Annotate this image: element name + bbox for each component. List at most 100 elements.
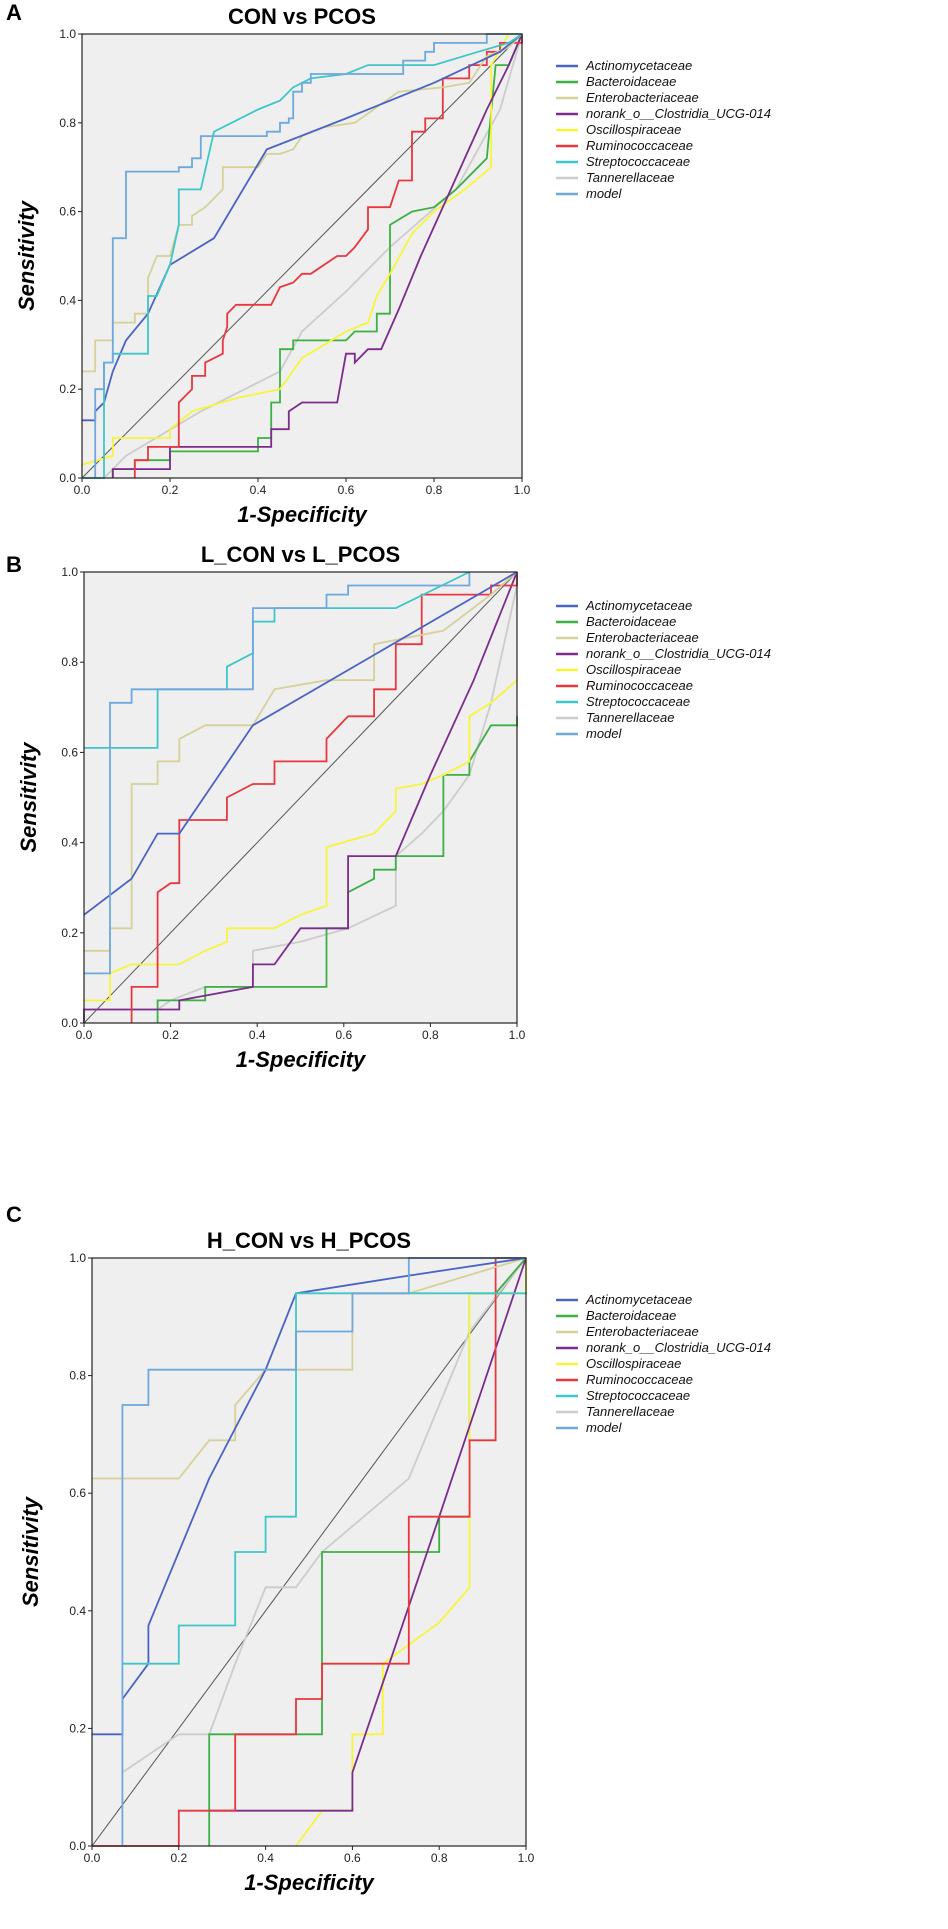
chart-b-legend-label-ruminococcaceae: Ruminococcaceae [586,678,693,693]
chart-c-xtick-label: 0.8 [431,1851,448,1865]
chart-b-ytick-label: 0.6 [61,745,78,759]
chart-b-legend-label-oscillospiraceae: Oscillospiraceae [586,662,681,677]
chart-b-title: L_CON vs L_PCOS [201,542,400,567]
chart-c-ytick-label: 0.2 [69,1721,86,1735]
chart-c-legend-label-actinomycetaceae: Actinomycetaceae [585,1292,692,1307]
chart-b-ytick-label: 0.2 [61,926,78,940]
chart-b-legend-label-tannerellaceae: Tannerellaceae [586,710,674,725]
chart-b-xtick-label: 1.0 [509,1028,526,1042]
chart-a-title: CON vs PCOS [228,4,376,29]
chart-a-legend-label-actinomycetaceae: Actinomycetaceae [585,58,692,73]
chart-a-legend-label-bacteroidaceae: Bacteroidaceae [586,74,676,89]
chart-c-legend-label-tannerellaceae: Tannerellaceae [586,1404,674,1419]
chart-b-legend-label-model: model [586,726,623,741]
chart-c-ytick-label: 0.4 [69,1604,86,1618]
chart-c-xlabel: 1-Specificity [244,1870,375,1895]
chart-b-ytick-label: 0.8 [61,655,78,669]
chart-c-xtick-label: 0.0 [84,1851,101,1865]
chart-a-legend-label-streptococcaceae: Streptococcaceae [586,154,690,169]
chart-a-xtick-label: 0.6 [338,483,355,497]
chart-c-series-norank-o-clostridia-ucg-014 [209,1257,527,1812]
chart-a-ylabel: Sensitivity [14,199,39,311]
chart-c-ytick-label: 0.0 [69,1839,86,1853]
chart-c-legend-label-norank-o-clostridia-ucg-014: norank_o__Clostridia_UCG-014 [586,1340,771,1355]
roc-chart-c: H_CON vs H_PCOS 0.0 0.2 0.4 0.6 0.8 1.0 0.0 0.2 0… [18,1228,771,1895]
chart-a-xtick-label: 1.0 [514,483,531,497]
chart-c-title: H_CON vs H_PCOS [207,1228,411,1253]
chart-a-legend-label-ruminococcaceae: Ruminococcaceae [586,138,693,153]
chart-b-frame [83,571,518,1024]
chart-c-legend-label-enterobacteriaceae: Enterobacteriaceae [586,1324,699,1339]
panel-letter-a: A [6,0,22,25]
chart-b-series-model [84,572,471,975]
chart-a-frame [81,33,523,479]
chart-b-legend-label-bacteroidaceae: Bacteroidaceae [586,614,676,629]
chart-c-ytick-label: 0.8 [69,1369,86,1383]
panel-b: B L_CON vs L_PCOS 0.0 0.2 0.4 0.6 0.8 1.0 0.0 0.… [0,530,948,1160]
chart-b-legend-label-actinomycetaceae: Actinomycetaceae [585,598,692,613]
chart-a-ytick-label: 0.0 [59,471,76,485]
chart-c-legend-label-oscillospiraceae: Oscillospiraceae [586,1356,681,1371]
chart-c-legend-label-streptococcaceae: Streptococcaceae [586,1388,690,1403]
chart-c-xtick-label: 1.0 [518,1851,535,1865]
chart-b-series-actinomycetaceae [83,571,518,916]
chart-b-xtick-label: 0.2 [162,1028,179,1042]
chart-c-series-tannerellaceae [121,1257,527,1774]
chart-b-xlabel: 1-Specificity [236,1047,367,1072]
chart-a-xtick-label: 0.2 [162,483,179,497]
chart-a-ytick-label: 0.8 [59,116,76,130]
chart-a-xtick-label: 0.0 [74,483,91,497]
chart-a-series-enterobacteriaceae [82,33,523,373]
chart-b-ylabel: Sensitivity [16,741,41,853]
chart-b-xtick-label: 0.8 [422,1028,439,1042]
chart-a-ytick-label: 0.6 [59,205,76,219]
panel-letter-c: C [6,1202,22,1227]
chart-b-legend-label-streptococcaceae: Streptococcaceae [586,694,690,709]
chart-a-series-oscillospiraceae [81,33,522,466]
chart-b-legend-label-enterobacteriaceae: Enterobacteriaceae [586,630,699,645]
chart-a-series-norank-o-clostridia-ucg-014 [111,33,523,478]
chart-b-ytick-label: 0.4 [61,836,78,850]
chart-a-xtick-label: 0.4 [250,483,267,497]
chart-a-ytick-label: 1.0 [59,27,76,41]
chart-c-ytick-label: 0.6 [69,1486,86,1500]
chart-a-series-ruminococcaceae [133,34,523,478]
panel-c: C H_CON vs H_PCOS 0.0 0.2 0.4 0.6 0.8 1.0 0.0 0.… [0,1160,948,1924]
chart-a-legend-label-oscillospiraceae: Oscillospiraceae [586,122,681,137]
chart-b-xtick-label: 0.4 [249,1028,266,1042]
chart-c-legend-label-bacteroidaceae: Bacteroidaceae [586,1308,676,1323]
chart-c-reference-line [91,1257,527,1847]
chart-a-xlabel: 1-Specificity [237,502,368,527]
chart-a-series-model [94,33,522,478]
chart-c-ylabel: Sensitivity [18,1495,43,1607]
chart-b-series-bacteroidaceae [156,716,518,1023]
chart-b-legend-label-norank-o-clostridia-ucg-014: norank_o__Clostridia_UCG-014 [586,646,771,661]
chart-b-reference-line [83,571,518,1024]
chart-a-legend-label-tannerellaceae: Tannerellaceae [586,170,674,185]
chart-c-series-ruminococcaceae [92,1257,526,1847]
chart-a-reference-line [81,33,523,479]
chart-a-series-tannerellaceae [82,33,523,479]
chart-c-xtick-label: 0.2 [170,1851,187,1865]
chart-b-series-tannerellaceae [84,572,518,1011]
panel-letter-b: B [6,552,22,577]
roc-chart-b: L_CON vs L_PCOS 0.0 0.2 0.4 0.6 0.8 1.0 0.0 0.2 0… [16,542,771,1072]
chart-a-ytick-label: 0.4 [59,293,76,307]
chart-c-frame [91,1257,527,1847]
chart-b-series-oscillospiraceae [84,679,518,1002]
chart-c-xtick-label: 0.4 [257,1851,274,1865]
chart-c-ytick-label: 1.0 [69,1251,86,1265]
chart-b-series-norank-o-clostridia-ucg-014 [83,571,518,1023]
chart-b-xtick-label: 0.6 [335,1028,352,1042]
roc-chart-a: CON vs PCOS 0.0 0.2 0.4 0.6 0.8 1.0 0.0 0.2 0.4 0.… [14,4,771,527]
chart-a-legend-label-norank-o-clostridia-ucg-014: norank_o__Clostridia_UCG-014 [586,106,771,121]
chart-a-legend-label-enterobacteriaceae: Enterobacteriaceae [586,90,699,105]
chart-c-series-streptococcaceae [122,1292,526,1665]
chart-b-xtick-label: 0.0 [76,1028,93,1042]
chart-c-xtick-label: 0.6 [344,1851,361,1865]
panel-a: A CON vs PCOS 0.0 0.2 0.4 0.6 0.8 1.0 0.0 0.2 0.4… [0,0,948,530]
chart-b-ytick-label: 1.0 [61,565,78,579]
chart-c-legend-label-model: model [586,1420,623,1435]
chart-a-legend-label-model: model [586,186,623,201]
chart-b-series-enterobacteriaceae [84,571,518,952]
